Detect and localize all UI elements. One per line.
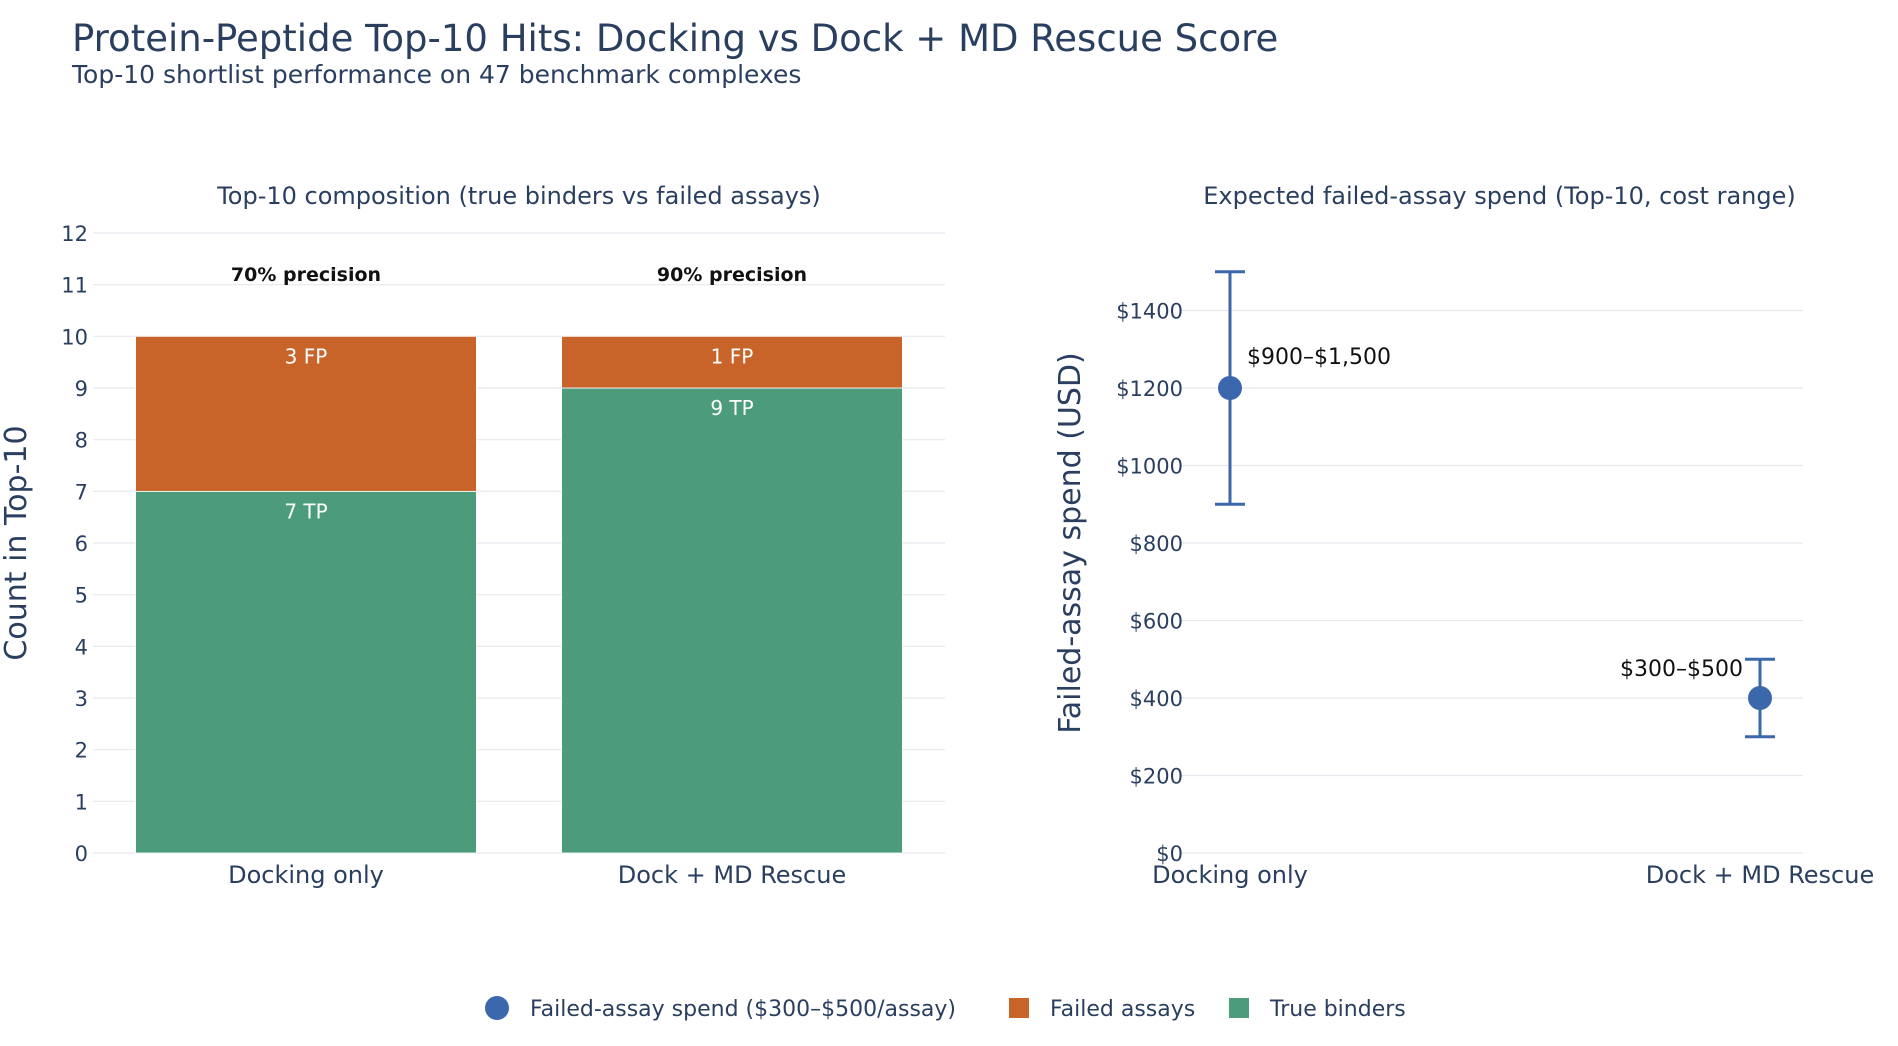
y-tick-label: 5 [75, 584, 88, 608]
chart-title: Protein-Peptide Top-10 Hits: Docking vs … [72, 17, 1278, 60]
composition-bar-chart: Top-10 composition (true binders vs fail… [0, 182, 945, 889]
bar-tp-1 [561, 387, 903, 854]
y-tick-label: 7 [75, 480, 88, 504]
y-tick-label: 0 [75, 842, 88, 866]
range-annotation: $300–$500 [1620, 657, 1743, 682]
spend-point [1748, 686, 1772, 710]
y-tick-label: $200 [1130, 765, 1183, 789]
legend-marker-tp [1229, 998, 1249, 1018]
chart-legend: Failed-assay spend ($300–$500/assay) Fail… [485, 996, 1406, 1022]
bar-label: 3 FP [285, 344, 328, 368]
y-tick-label: $1000 [1116, 455, 1183, 479]
legend-marker-fp [1009, 998, 1029, 1018]
y-tick-label: 11 [61, 274, 88, 298]
y-tick-label: 8 [75, 429, 88, 453]
spend-point [1218, 376, 1242, 400]
bar-fp-0 [135, 335, 477, 492]
y-tick-label: $1400 [1116, 300, 1183, 324]
y-tick-label: 12 [61, 222, 88, 246]
y-tick-label: 3 [75, 687, 88, 711]
y-tick-label: 6 [75, 532, 88, 556]
legend-label: Failed assays [1050, 997, 1195, 1022]
y-tick-label: $400 [1130, 687, 1183, 711]
legend-marker-spend [485, 996, 509, 1020]
y-axis-title: Failed-assay spend (USD) [1053, 352, 1088, 733]
y-tick-label: $1200 [1116, 377, 1183, 401]
bar-label: 1 FP [711, 344, 754, 368]
y-tick-label: $600 [1130, 610, 1183, 634]
bar-fp-1 [561, 335, 903, 389]
y-tick-label: 2 [75, 739, 88, 763]
y-tick-label: 9 [75, 377, 88, 401]
chart-subtitle: Top-10 shortlist performance on 47 bench… [71, 60, 801, 89]
y-tick-label: 4 [75, 635, 88, 659]
bar-label: 7 TP [284, 499, 327, 523]
left-panel-title: Top-10 composition (true binders vs fail… [216, 182, 821, 210]
y-axis-title: Count in Top-10 [0, 425, 34, 660]
range-annotation: $900–$1,500 [1247, 345, 1391, 370]
legend-label: True binders [1269, 997, 1406, 1022]
precision-annotation: 90% precision [657, 264, 807, 286]
x-tick-label: Dock + MD Rescue [618, 861, 846, 889]
y-tick-label: 1 [75, 790, 88, 814]
x-tick-label: Docking only [1152, 861, 1308, 889]
y-tick-label: $800 [1130, 532, 1183, 556]
right-panel-title: Expected failed-assay spend (Top-10, cos… [1203, 182, 1795, 210]
bar-tp-0 [135, 490, 477, 854]
y-tick-label: $0 [1156, 842, 1183, 866]
legend-label: Failed-assay spend ($300–$500/assay) [530, 997, 956, 1022]
bar-label: 9 TP [710, 396, 753, 420]
precision-annotation: 70% precision [231, 264, 381, 286]
x-tick-label: Dock + MD Rescue [1646, 861, 1874, 889]
y-tick-label: 10 [61, 325, 88, 349]
x-tick-label: Docking only [228, 861, 384, 889]
spend-range-chart: Expected failed-assay spend (Top-10, cos… [1053, 182, 1874, 889]
